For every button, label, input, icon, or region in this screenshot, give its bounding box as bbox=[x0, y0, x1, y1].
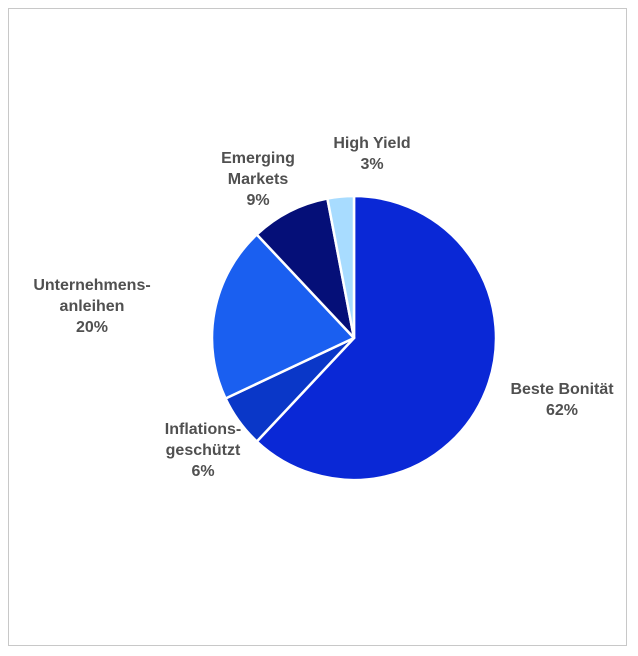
slice-percent: 20% bbox=[76, 319, 108, 336]
slice-label-1: Inflations-geschützt 6% bbox=[165, 421, 241, 480]
slice-percent: 9% bbox=[246, 192, 269, 209]
slice-percent: 6% bbox=[191, 463, 214, 480]
pie-slices bbox=[210, 194, 498, 482]
pie-slice-4 bbox=[326, 194, 356, 340]
slice-label-line: Inflations- bbox=[165, 421, 241, 438]
slice-label-0: Beste Bonität 62% bbox=[510, 381, 614, 419]
slice-label-2: Unternehmens-anleihen 20% bbox=[33, 277, 150, 336]
slice-label-line: Markets bbox=[228, 171, 289, 188]
pie-labels: Beste Bonität 62% Inflations-geschützt 6% Un… bbox=[33, 135, 614, 480]
slice-percent: 62% bbox=[546, 402, 578, 419]
slice-label-line: Emerging bbox=[221, 150, 295, 167]
slice-label-line: High Yield bbox=[333, 135, 410, 152]
slice-label-line: anleihen bbox=[60, 298, 125, 315]
pie-slice-3 bbox=[255, 197, 356, 340]
pie-slice-0 bbox=[255, 194, 498, 482]
pie-slice-2 bbox=[210, 233, 356, 400]
slice-label-line: geschützt bbox=[166, 442, 241, 459]
slice-label-4: High Yield 3% bbox=[333, 135, 410, 173]
slice-label-line: Unternehmens- bbox=[33, 277, 150, 294]
slice-label-3: Emerging Markets 9% bbox=[221, 150, 295, 209]
slice-label-line: Beste Bonität bbox=[510, 381, 614, 398]
slice-percent: 3% bbox=[360, 156, 383, 173]
